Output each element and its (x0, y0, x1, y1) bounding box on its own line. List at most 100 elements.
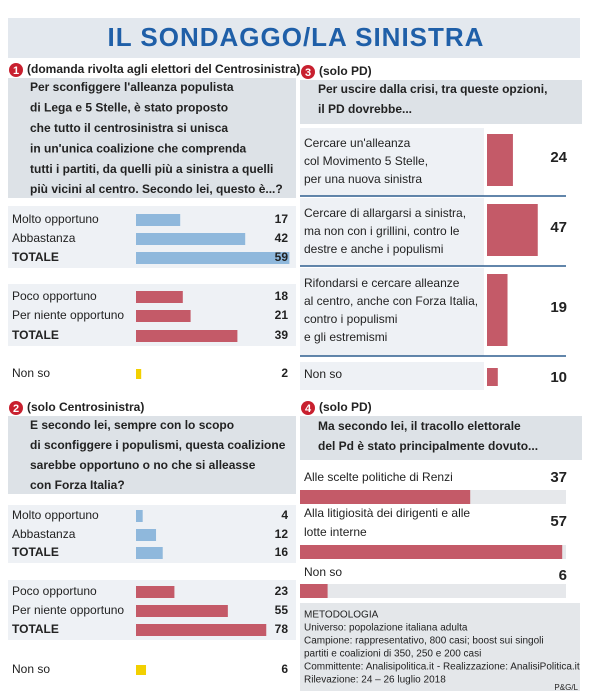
value-label: 39 (275, 328, 289, 342)
question-line: che tutto il centrosinistra si unisca (30, 121, 228, 135)
row-label: contro i populismi (304, 312, 397, 326)
bar (136, 605, 228, 617)
bar (136, 252, 290, 264)
value-label: 21 (275, 308, 289, 322)
row-label: e gli estremismi (304, 330, 387, 344)
bar (136, 510, 143, 522)
row-label: col Movimento 5 Stelle, (304, 154, 428, 168)
question-box (300, 80, 582, 124)
panel-number-badge (301, 401, 315, 415)
bar-track (300, 584, 566, 598)
panel-subtitle: (solo Centrosinistra) (27, 400, 144, 414)
row-label: Cercare di allargarsi a sinistra, (304, 206, 466, 220)
row-label: ma non con i grillini, contro le (304, 224, 460, 238)
row-label: TOTALE (12, 545, 59, 559)
title-band (8, 18, 580, 58)
row-label: Poco opportuno (12, 584, 97, 598)
methodology-line: METODOLOGIA (304, 610, 379, 621)
row-label: Abbastanza (12, 527, 76, 541)
panel-number: 4 (305, 403, 312, 415)
credit: P&G/L (554, 683, 578, 692)
question-line: Per uscire dalla crisi, tra queste opzio… (318, 82, 547, 96)
row-label: Non so (304, 367, 342, 381)
question-box (8, 78, 296, 198)
value-label: 59 (275, 250, 289, 264)
bar (487, 274, 508, 346)
question-line: E secondo lei, sempre con lo scopo (30, 418, 234, 432)
panel-number-badge (9, 401, 23, 415)
row-label: TOTALE (12, 328, 59, 342)
row-label: Rifondarsi e cercare alleanze (304, 276, 460, 290)
row-label: Non so (12, 366, 50, 380)
panel-subtitle: (solo PD) (319, 64, 372, 78)
panel-subtitle: (domanda rivolta agli elettori del Centr… (27, 62, 300, 76)
row-label: Molto opportuno (12, 508, 99, 522)
row-label: Per niente opportuno (12, 603, 124, 617)
value-label: 24 (550, 149, 567, 166)
row-label: lotte interne (304, 525, 367, 539)
value-label: 37 (550, 469, 567, 486)
methodology-box (300, 603, 580, 691)
title: IL SONDAGGO/LA SINISTRA (108, 22, 485, 52)
bar (136, 624, 267, 636)
question-line: più vicini al centro. Secondo lei, quest… (30, 182, 283, 196)
question-box (8, 416, 296, 494)
bar (300, 584, 328, 598)
bar (487, 134, 513, 186)
row-label: TOTALE (12, 250, 59, 264)
bar (136, 547, 163, 559)
question-line: di Lega e 5 Stelle, è stato proposto (30, 101, 228, 115)
bar (136, 586, 175, 598)
row-label: per una nuova sinistra (304, 172, 422, 186)
bar (300, 545, 563, 559)
row-box (300, 128, 484, 196)
methodology-line: partiti e coalizioni di 350, 250 e 200 c… (304, 649, 481, 660)
value-label: 17 (275, 212, 289, 226)
value-label: 16 (275, 545, 289, 559)
question-line: del Pd è stato principalmente dovuto... (318, 439, 538, 453)
row-box (300, 362, 484, 390)
row-label: Poco opportuno (12, 289, 97, 303)
row-label: Abbastanza (12, 231, 76, 245)
question-line: in un'unica coalizione che comprenda (30, 141, 247, 155)
row-box (300, 268, 484, 356)
value-label: 23 (275, 584, 289, 598)
value-label: 19 (550, 299, 567, 316)
bar (136, 665, 147, 675)
value-label: 10 (550, 369, 567, 386)
value-label: 2 (281, 366, 288, 380)
question-line: Ma secondo lei, il tracollo elettorale (318, 419, 521, 433)
value-label: 4 (281, 508, 288, 522)
methodology-line: Universo: popolazione italiana adulta (304, 623, 468, 634)
row-label: Alla litigiosità dei dirigenti e alle (304, 506, 470, 520)
bar (136, 529, 157, 541)
value-label: 6 (559, 567, 567, 584)
methodology-line: Campione: rappresentativo, 800 casi; boo… (304, 636, 544, 647)
panel-number: 1 (13, 65, 19, 77)
row-label: Non so (12, 662, 50, 676)
panel-number-badge (9, 63, 23, 77)
bar (300, 490, 471, 504)
bar (136, 310, 191, 322)
panel-number: 3 (305, 67, 311, 79)
row-label: Molto opportuno (12, 212, 99, 226)
value-label: 78 (275, 622, 289, 636)
row-label: Per niente opportuno (12, 308, 124, 322)
row-label: Non so (304, 565, 342, 579)
panel-subtitle: (solo PD) (319, 400, 372, 414)
bar (136, 291, 183, 303)
bar (487, 204, 538, 256)
panel-number: 2 (13, 403, 19, 415)
bar (487, 368, 498, 386)
row-box (300, 198, 484, 266)
methodology-line: Rilevazione: 24 – 26 luglio 2018 (304, 675, 446, 686)
question-line: Per sconfiggere l'alleanza populista (30, 80, 234, 94)
value-label: 55 (275, 603, 289, 617)
value-label: 47 (550, 219, 567, 236)
value-label: 57 (550, 513, 567, 530)
row-label: TOTALE (12, 622, 59, 636)
question-box (300, 416, 582, 460)
bar (136, 233, 246, 245)
panel-number-badge (301, 65, 315, 79)
